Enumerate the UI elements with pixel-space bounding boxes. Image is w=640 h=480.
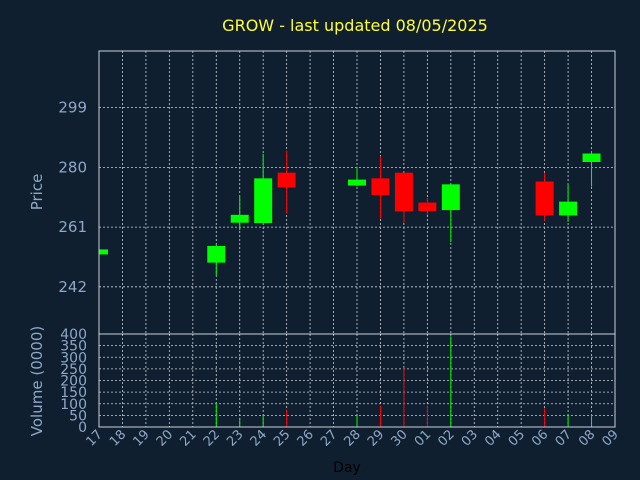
- candles: [98, 150, 601, 276]
- volume-axis-label: Volume (0000): [28, 326, 46, 436]
- candle-body: [582, 153, 601, 162]
- x-tick-label: 21: [177, 427, 199, 449]
- volume-tick-label: 200: [60, 374, 87, 390]
- volume-tick-label: 100: [60, 397, 87, 413]
- x-tick-label: 18: [107, 427, 129, 449]
- x-tick-label: 29: [365, 427, 387, 449]
- candle-body: [441, 184, 460, 211]
- x-axis-label: Day: [333, 460, 361, 476]
- x-tick-label: 03: [459, 427, 481, 449]
- candle-body: [207, 245, 226, 263]
- volume-tick-label: 400: [60, 327, 87, 343]
- volume-grid: [99, 334, 615, 427]
- volume-tick-label: 150: [60, 385, 87, 401]
- price-axis-label: Price: [28, 174, 46, 211]
- price-tick-label: 261: [58, 218, 87, 236]
- x-tick-label: 20: [154, 427, 176, 449]
- candle-body: [277, 172, 296, 188]
- price-tick-label: 280: [58, 158, 87, 176]
- candle-body: [230, 214, 249, 223]
- x-tick-label: 27: [318, 427, 340, 449]
- chart-title: GROW - last updated 08/05/2025: [222, 16, 488, 35]
- candle-body: [418, 202, 437, 212]
- candle-body: [254, 178, 273, 224]
- x-tick-label: 24: [248, 427, 270, 449]
- x-tick-label: 08: [576, 427, 598, 449]
- x-tick-label: 07: [553, 427, 575, 449]
- x-tick-label: 02: [435, 427, 457, 449]
- x-tick-label: 01: [412, 427, 434, 449]
- candle-body: [394, 172, 413, 212]
- x-tick-label: 28: [342, 427, 364, 449]
- candle-body: [535, 181, 554, 216]
- volume-tick-label: 350: [60, 339, 87, 355]
- price-tick-labels: 242 261 280 299: [58, 99, 87, 296]
- x-tick-label: 22: [201, 427, 223, 449]
- volume-tick-label: 0: [78, 420, 87, 436]
- volume-tick-label: 250: [60, 362, 87, 378]
- x-tick-labels: 17 18 19 20 21 22 23 24 25 26 27 28 29 30 01 02 03 04 05 06…: [84, 427, 622, 449]
- candle-body: [559, 201, 578, 216]
- x-tick-label: 19: [130, 427, 152, 449]
- candle-body: [99, 249, 108, 255]
- x-tick-label: 05: [506, 427, 528, 449]
- candle-body: [348, 179, 366, 186]
- x-tick-label: 26: [295, 427, 317, 449]
- x-tick-label: 25: [271, 427, 293, 449]
- x-tick-label: 06: [529, 427, 551, 449]
- price-tick-label: 242: [58, 278, 87, 296]
- volume-panel-frame: [98, 333, 616, 428]
- x-tick-label: 30: [388, 427, 410, 449]
- x-tick-label: 04: [482, 427, 504, 449]
- candle-body: [371, 178, 390, 196]
- x-tick-label: 09: [600, 427, 622, 449]
- volume-bars: [215, 336, 593, 427]
- volume-tick-label: 300: [60, 350, 87, 366]
- price-tick-label: 299: [58, 99, 87, 117]
- x-tick-label: 23: [224, 427, 246, 449]
- volume-tick-label: 50: [69, 408, 87, 424]
